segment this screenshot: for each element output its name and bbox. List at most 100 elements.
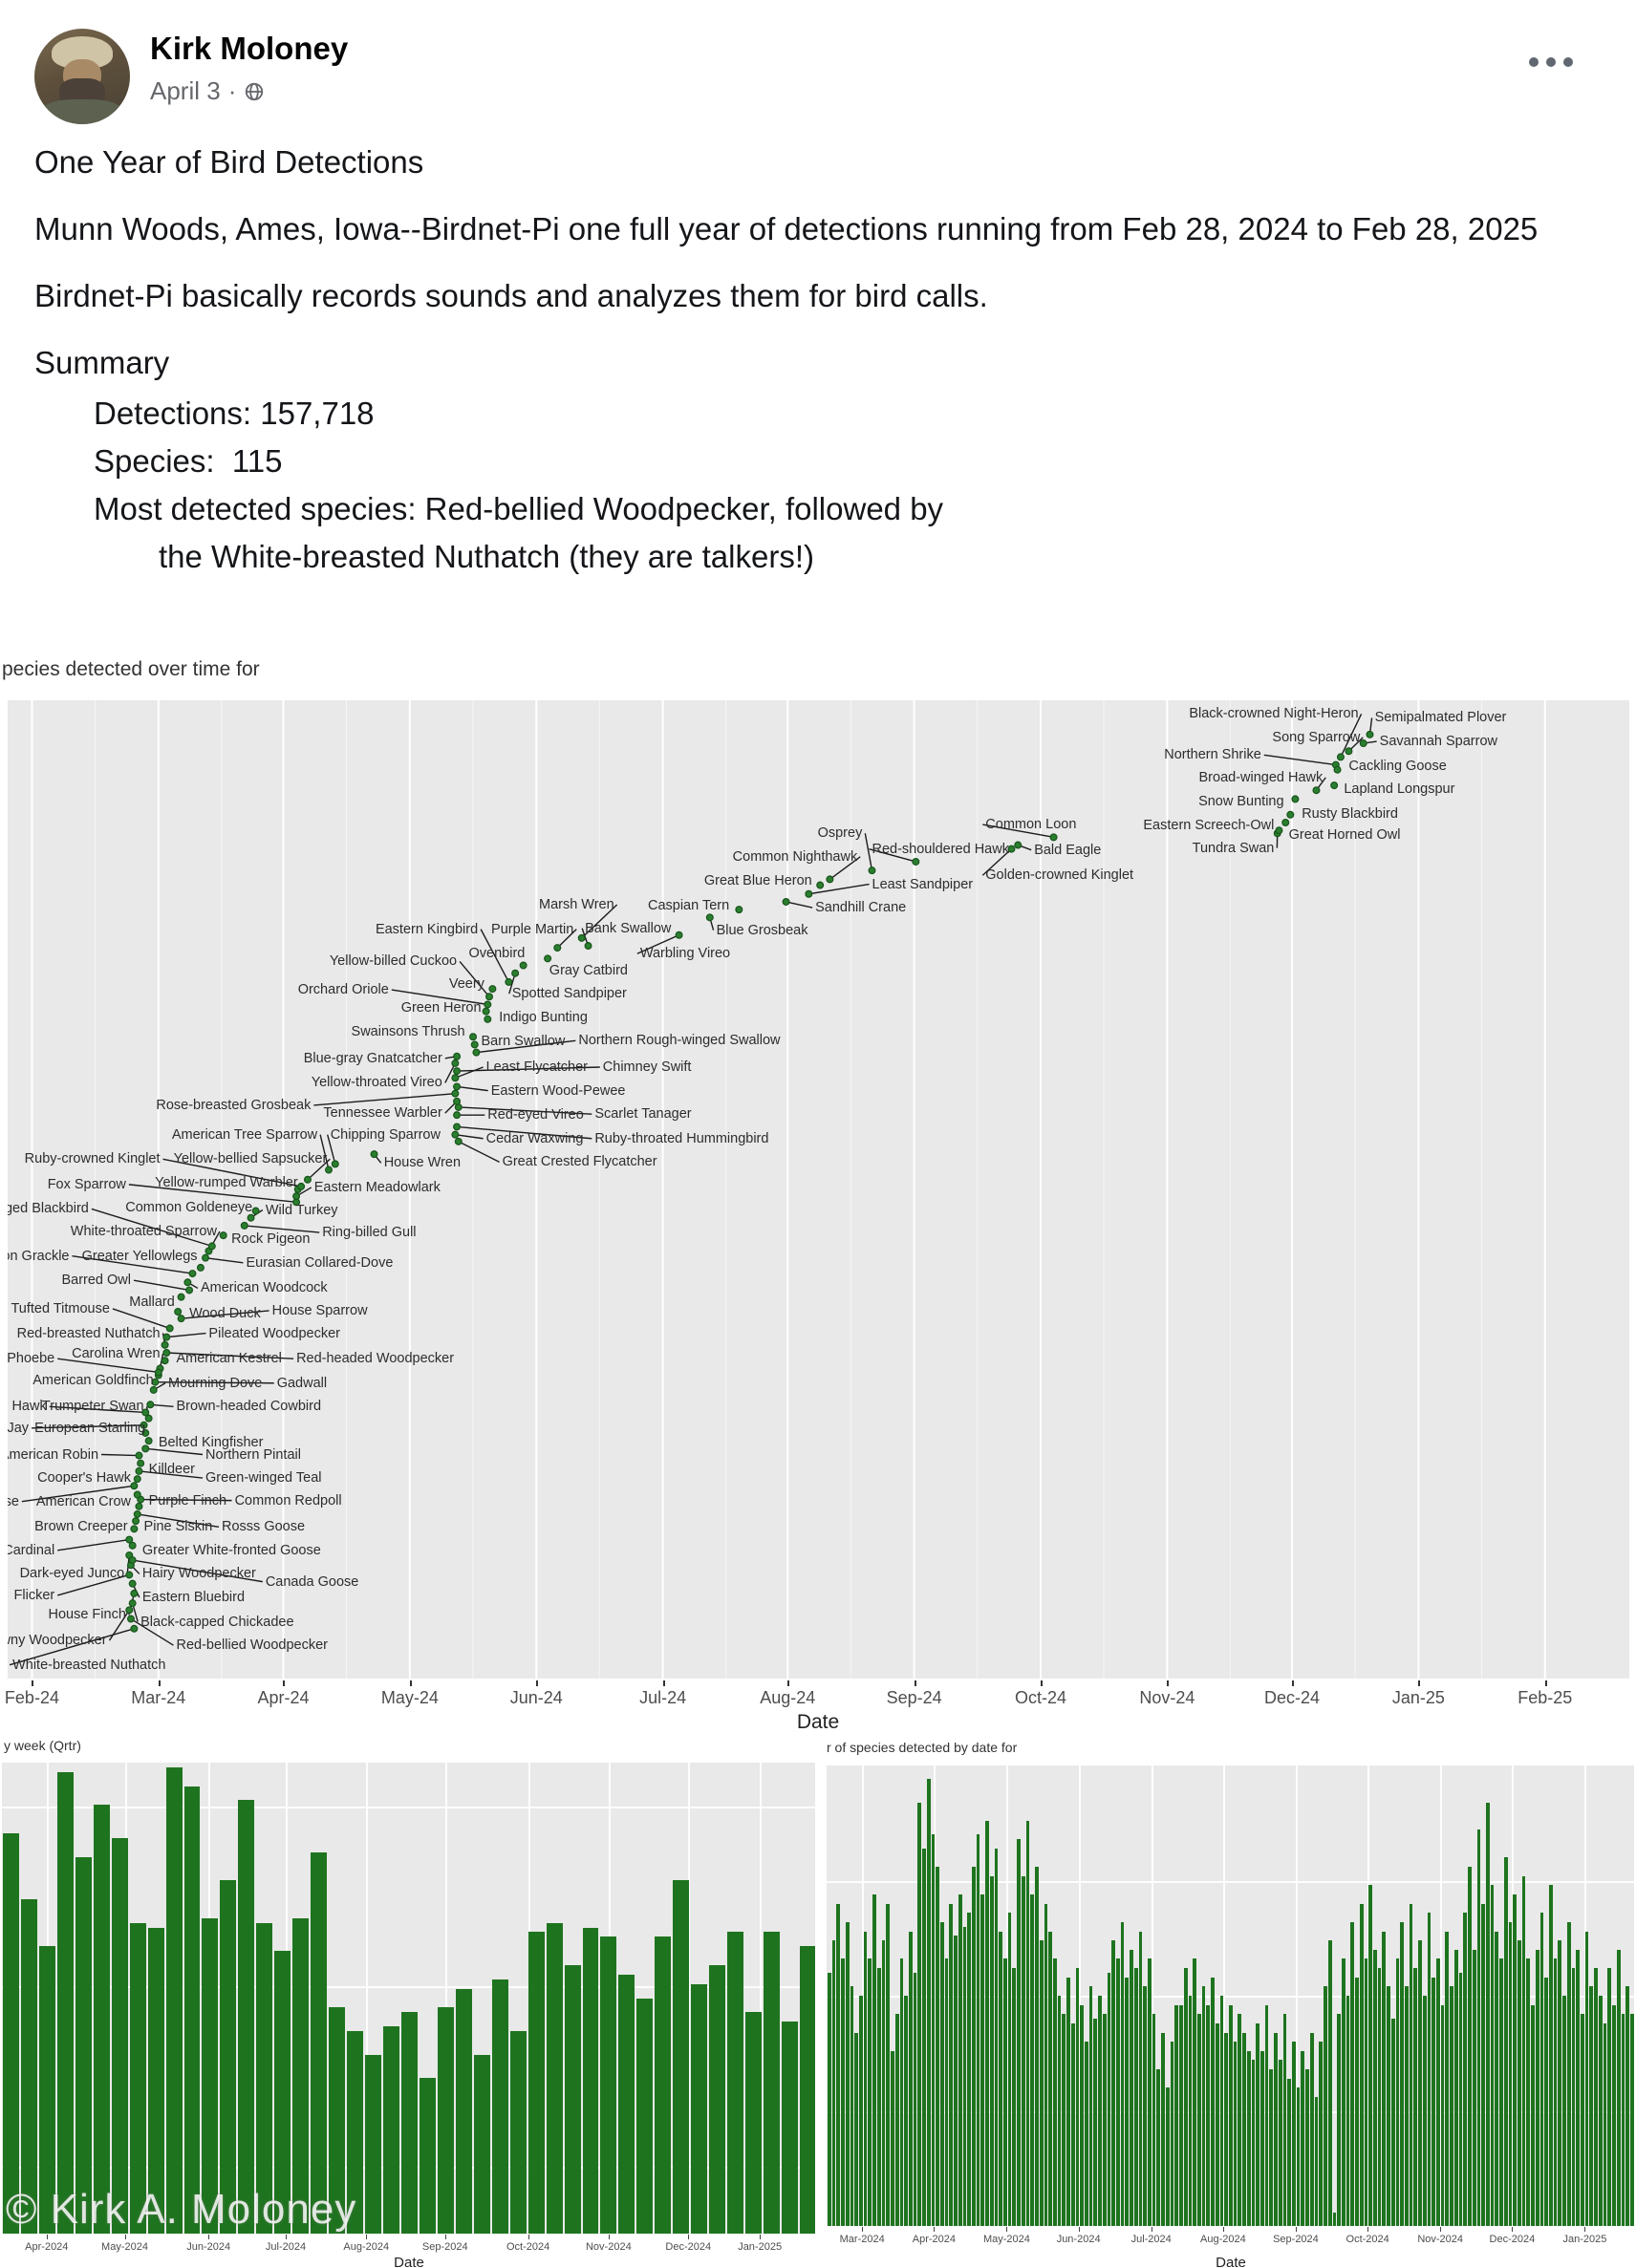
species-label: Black-crowned Night-Heron bbox=[1189, 706, 1359, 722]
species-label: Common Goldeneye bbox=[125, 1200, 253, 1216]
species-label: Least Flycatcher bbox=[485, 1059, 588, 1075]
bar bbox=[455, 1988, 472, 2234]
bar bbox=[1003, 1958, 1007, 2226]
species-label: Rock Pigeon bbox=[231, 1231, 311, 1248]
species-dot bbox=[128, 1579, 137, 1588]
bar bbox=[936, 1867, 939, 2226]
bar bbox=[1603, 2022, 1607, 2226]
bar bbox=[38, 1946, 55, 2234]
species-dot bbox=[451, 1089, 460, 1098]
bar bbox=[1211, 1977, 1215, 2226]
bar bbox=[1440, 2004, 1445, 2226]
post-menu-button[interactable] bbox=[1529, 57, 1573, 67]
avatar[interactable] bbox=[34, 29, 130, 124]
post-dateline[interactable]: April 3 · bbox=[150, 76, 265, 106]
bar bbox=[655, 1936, 672, 2234]
x-tick-label: Nov-2024 bbox=[585, 2241, 632, 2253]
species-label: Indigo Bunting bbox=[499, 1009, 588, 1025]
bar bbox=[1594, 1968, 1598, 2226]
bar bbox=[967, 1913, 971, 2226]
bar-right-title: r of species detected by date for bbox=[827, 1740, 1018, 1755]
bar bbox=[1224, 2032, 1228, 2226]
bar bbox=[1368, 1885, 1372, 2226]
bar bbox=[1485, 1802, 1490, 2226]
leader-line bbox=[455, 1066, 484, 1079]
x-tick bbox=[1167, 1680, 1170, 1686]
bar bbox=[1017, 1839, 1021, 2226]
leader-line bbox=[139, 1470, 204, 1479]
species-label: Red-shouldered Hawk bbox=[872, 841, 1009, 857]
species-label: American Kestrel bbox=[176, 1351, 282, 1367]
x-tick bbox=[158, 1680, 161, 1686]
bar bbox=[183, 1786, 201, 2234]
bar bbox=[939, 1921, 944, 2226]
bar bbox=[1292, 2042, 1296, 2226]
bar bbox=[1616, 1949, 1621, 2226]
species-dot bbox=[1366, 730, 1374, 738]
post-date[interactable]: April 3 bbox=[150, 76, 221, 105]
species-dot bbox=[453, 1111, 462, 1120]
leader-line bbox=[981, 848, 1012, 876]
gridline-month bbox=[1440, 1765, 1443, 2226]
species-label: Eastern Meadowlark bbox=[313, 1179, 441, 1195]
species-dot bbox=[128, 1541, 137, 1550]
author-name[interactable]: Kirk Moloney bbox=[150, 31, 349, 66]
bar bbox=[1364, 1958, 1368, 2226]
bar bbox=[908, 1931, 913, 2226]
bar bbox=[845, 1921, 850, 2226]
species-label: Golden-crowned Kinglet bbox=[985, 867, 1134, 884]
leader-line bbox=[455, 1133, 484, 1140]
x-tick bbox=[1440, 2227, 1442, 2232]
species-dot bbox=[133, 1490, 141, 1499]
bar bbox=[1039, 1940, 1044, 2226]
leader-line bbox=[57, 1573, 130, 1596]
leader-line bbox=[1263, 754, 1336, 766]
species-dot bbox=[154, 1368, 162, 1377]
species-by-date-chart[interactable]: r of species detected by date for Mar-20… bbox=[823, 1734, 1636, 2268]
detections-by-week-chart[interactable]: y week (Qrtr) Apr-2024 May-2024 Jun-2024 Ju… bbox=[0, 1734, 818, 2268]
species-label: Ovenbird bbox=[468, 946, 526, 962]
leader-line bbox=[480, 929, 509, 983]
bar bbox=[93, 1805, 110, 2234]
species-dot bbox=[144, 1414, 153, 1423]
species-dot bbox=[133, 1509, 141, 1518]
species-timeline-chart[interactable]: pecies detected over time for White-brea… bbox=[0, 653, 1636, 1734]
bar bbox=[1558, 1940, 1562, 2226]
bar bbox=[1612, 2004, 1616, 2226]
x-tick-label: Mar-24 bbox=[131, 1688, 186, 1707]
x-tick-label: Apr-24 bbox=[257, 1688, 310, 1707]
bar bbox=[1238, 2014, 1242, 2226]
species-label: Northern Rough-winged Swallow bbox=[578, 1033, 781, 1049]
species-label: Chimney Swift bbox=[602, 1059, 692, 1075]
species-dot bbox=[207, 1242, 216, 1251]
species-dot bbox=[161, 1357, 169, 1365]
x-tick bbox=[124, 2235, 126, 2239]
species-label: Snow Bunting bbox=[1198, 794, 1284, 810]
bar bbox=[1256, 2022, 1259, 2226]
bar bbox=[1355, 1977, 1359, 2226]
x-tick-label: Sep-24 bbox=[886, 1688, 942, 1707]
species-label: Orchard Oriole bbox=[297, 982, 389, 998]
species-label: Ruby-throated Hummingbird bbox=[594, 1130, 769, 1146]
bar bbox=[202, 1917, 219, 2234]
x-tick bbox=[688, 2235, 690, 2239]
bar bbox=[1215, 2022, 1219, 2226]
x-tick-label: Jul-2024 bbox=[265, 2241, 307, 2253]
species-label: Spotted Sandpiper bbox=[511, 986, 627, 1002]
leader-line bbox=[166, 1332, 206, 1338]
bar bbox=[365, 2054, 382, 2234]
species-dot bbox=[488, 985, 497, 994]
x-tick-label: Jan-2025 bbox=[1562, 2234, 1607, 2245]
bar bbox=[1080, 2004, 1084, 2226]
species-dot bbox=[484, 1000, 492, 1009]
species-label: American Woodcock bbox=[200, 1280, 328, 1296]
leader-line bbox=[162, 1158, 302, 1187]
species-dot bbox=[292, 1192, 301, 1201]
species-dot bbox=[1281, 818, 1290, 826]
x-tick bbox=[527, 2235, 529, 2239]
bar bbox=[1584, 1931, 1589, 2226]
species-dot bbox=[451, 1130, 460, 1139]
summary-most-detected: Most detected species: Red-bellied Woodp… bbox=[94, 491, 944, 526]
leader-line bbox=[155, 1381, 274, 1384]
species-dot bbox=[128, 1599, 137, 1608]
